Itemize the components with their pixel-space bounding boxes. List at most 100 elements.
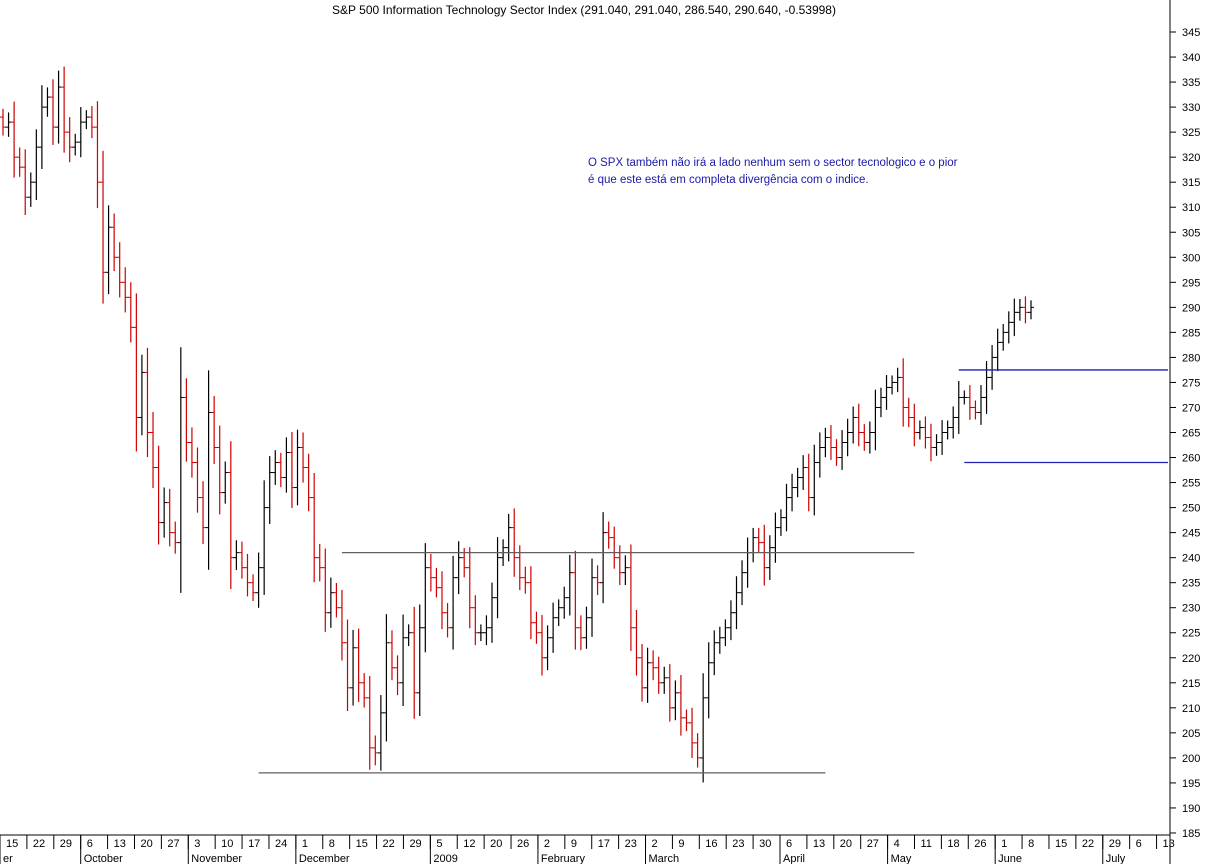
ohlc-bar	[294, 429, 301, 506]
ohlc-bar	[966, 385, 973, 420]
ohlc-bar	[733, 576, 740, 630]
ohlc-bar	[605, 521, 612, 549]
ohlc-bar	[427, 553, 434, 592]
x-tick-label: 5	[436, 838, 442, 850]
y-tick-label: 230	[1182, 603, 1200, 615]
ohlc-bar	[905, 397, 912, 428]
ohlc-bar	[861, 424, 868, 451]
ohlc-bar	[450, 555, 457, 650]
ohlc-bar	[777, 509, 784, 536]
y-axis: 185 190 195 200 205 210 215 220 225 230 235 240 245 2…	[1169, 0, 1200, 864]
x-tick-label: 20	[490, 838, 502, 850]
ohlc-bar	[683, 709, 690, 732]
y-tick-label: 215	[1182, 678, 1200, 690]
y-tick-label: 250	[1182, 503, 1200, 515]
ohlc-bar	[127, 282, 134, 343]
ohlc-bar	[694, 733, 701, 768]
annotation-line-2: é que este está em completa divergência …	[588, 174, 869, 186]
x-tick-label: 16	[705, 838, 717, 850]
ohlc-bar	[66, 117, 73, 163]
x-tick-label: 1	[302, 838, 308, 850]
ohlc-bar	[722, 619, 729, 647]
ohlc-bar	[322, 548, 329, 632]
month-label: November	[191, 853, 242, 864]
ohlc-bar	[527, 566, 534, 640]
ohlc-bar	[11, 101, 18, 178]
x-tick-label: 24	[275, 838, 287, 850]
x-tick-label: 29	[1109, 838, 1121, 850]
ohlc-bar	[550, 602, 557, 653]
ohlc-bar	[416, 604, 423, 717]
y-tick-label: 235	[1182, 578, 1200, 590]
month-label: October	[84, 853, 123, 864]
ohlc-bar	[355, 628, 362, 702]
ohlc-bar	[472, 595, 479, 646]
ohlc-bar	[561, 586, 568, 619]
ohlc-bar	[283, 437, 290, 493]
trend-lines	[258, 369, 1168, 774]
ohlc-bar	[311, 473, 318, 583]
ohlc-bar	[750, 527, 757, 563]
ohlc-bar	[872, 389, 879, 451]
ohlc-bar	[494, 537, 501, 619]
ohlc-bar	[961, 390, 968, 405]
ohlc-bar	[383, 614, 390, 742]
ohlc-bar	[761, 524, 768, 586]
y-tick-label: 340	[1182, 52, 1200, 64]
ohlc-bar	[811, 444, 818, 516]
y-tick-label: 315	[1182, 177, 1200, 189]
ohlc-bar	[55, 70, 62, 144]
ohlc-bar	[900, 358, 907, 427]
ohlc-bar	[794, 467, 801, 498]
x-tick-label: 6	[786, 838, 792, 850]
ohlc-bar	[989, 345, 996, 390]
x-tick-label: 3	[194, 838, 200, 850]
ohlc-bar	[150, 411, 157, 489]
ohlc-bar	[394, 655, 401, 696]
ohlc-bar	[555, 599, 562, 627]
ohlc-bar	[644, 647, 651, 703]
ohlc-bar	[466, 547, 473, 629]
ohlc-bar	[950, 406, 957, 439]
ohlc-bar	[866, 421, 873, 454]
month-label: April	[783, 853, 805, 864]
ohlc-bar	[233, 540, 240, 571]
x-tick-label: 17	[598, 838, 610, 850]
x-tick-label: 6	[1136, 838, 1142, 850]
ohlc-bar	[238, 541, 245, 579]
ohlc-bar	[600, 512, 607, 604]
ohlc-bar	[161, 487, 168, 538]
ohlc-bar	[72, 133, 79, 156]
ohlc-bar	[789, 473, 796, 512]
x-tick-label: 20	[840, 838, 852, 850]
ohlc-bar	[100, 150, 107, 304]
x-tick-label: 11	[920, 838, 931, 850]
x-tick-label: 27	[167, 838, 179, 850]
month-label: February	[541, 853, 586, 864]
ohlc-bar	[105, 205, 112, 295]
ohlc-bar	[800, 455, 807, 490]
y-tick-label: 285	[1182, 327, 1200, 339]
y-tick-label: 330	[1182, 102, 1200, 114]
ohlc-bar	[288, 432, 295, 509]
x-tick-label: 9	[571, 838, 577, 850]
ohlc-bar	[711, 630, 718, 676]
x-tick-label: 27	[867, 838, 879, 850]
y-tick-label: 275	[1182, 377, 1200, 389]
ohlc-bar	[700, 673, 707, 783]
ohlc-bar	[16, 147, 23, 177]
ohlc-bar	[194, 447, 201, 513]
chart-annotation: O SPX também não irá a lado nenhum sem o…	[588, 157, 958, 186]
ohlc-bar	[516, 545, 523, 591]
y-tick-label: 335	[1182, 77, 1200, 89]
x-tick-label: 30	[759, 838, 771, 850]
ohlc-bar	[727, 600, 734, 641]
ohlc-bar	[766, 535, 773, 581]
ohlc-bar	[877, 387, 884, 418]
ohlc-bar	[188, 427, 195, 478]
x-tick-label: 17	[248, 838, 260, 850]
ohlc-bar	[533, 611, 540, 644]
ohlc-bar	[739, 560, 746, 606]
ohlc-bar	[783, 483, 790, 532]
ohlc-bar	[844, 418, 851, 457]
